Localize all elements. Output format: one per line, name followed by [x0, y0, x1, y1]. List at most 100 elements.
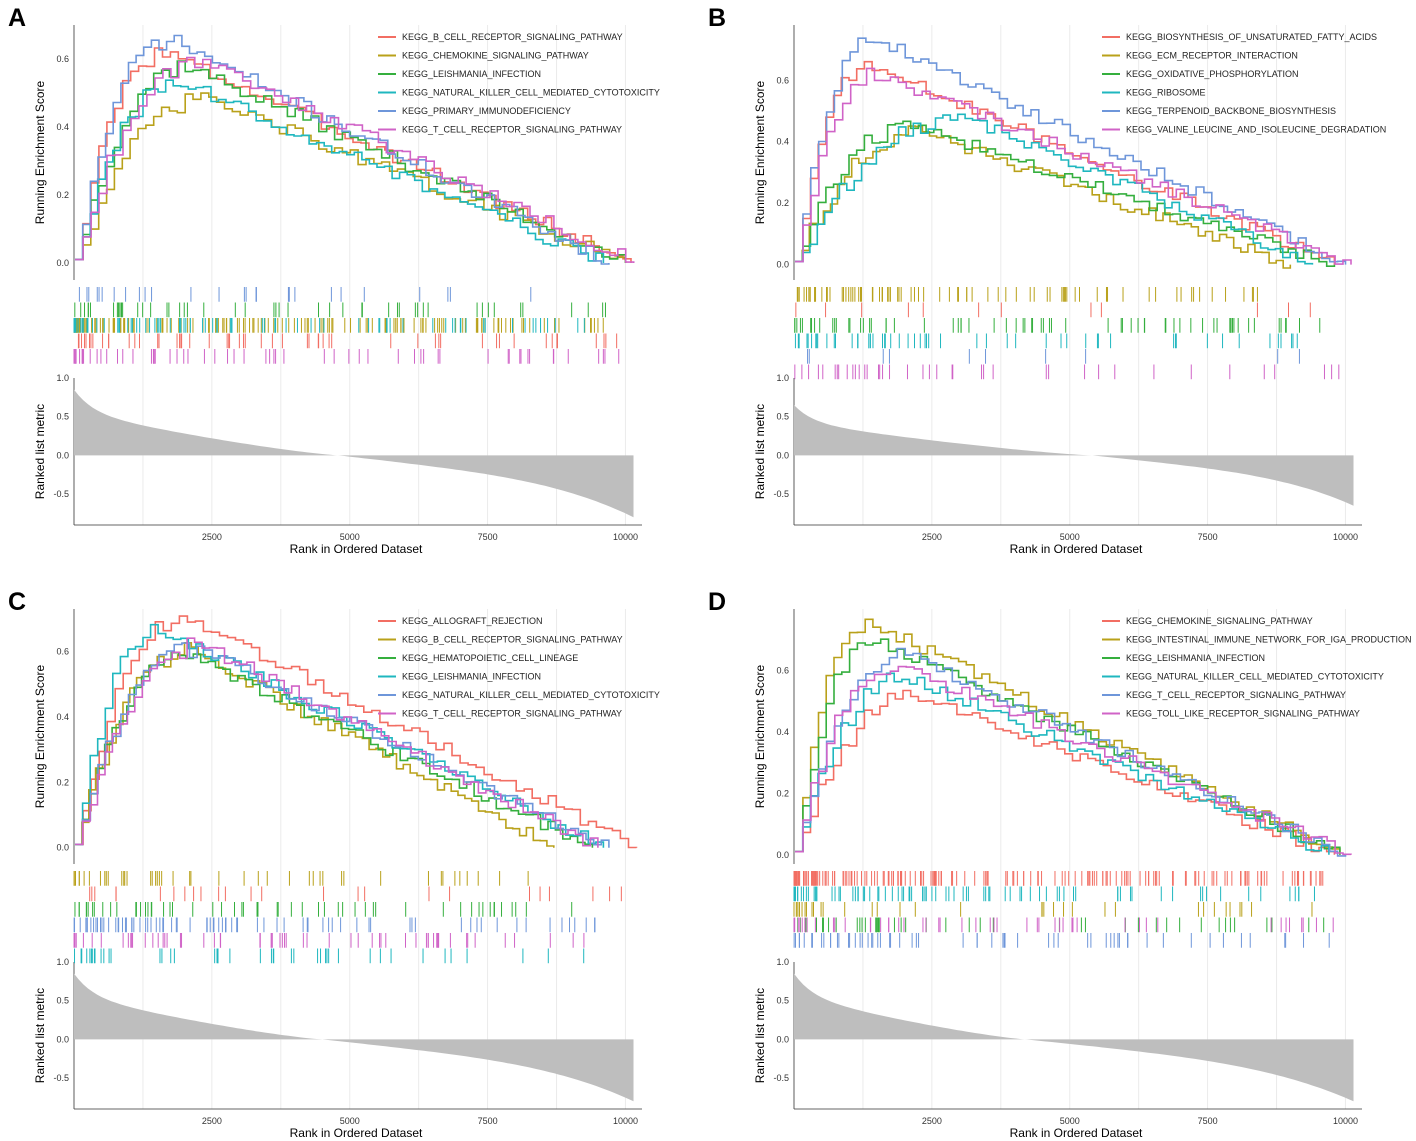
x-axis-title: Rank in Ordered Dataset: [290, 1126, 423, 1140]
legend-label: KEGG_B_CELL_RECEPTOR_SIGNALING_PATHWAY: [402, 32, 623, 42]
es-line: [795, 689, 1336, 855]
x-axis-title: Rank in Ordered Dataset: [1010, 542, 1143, 556]
es-y-axis-title: Running Enrichment Score: [753, 664, 767, 808]
metric-y-axis-title: Ranked list metric: [753, 988, 767, 1083]
legend-label: KEGG_CHEMOKINE_SIGNALING_PATHWAY: [1126, 616, 1313, 626]
ranked-list-metric-area: [794, 973, 1354, 1102]
x-tick-label: 10000: [1333, 1116, 1358, 1126]
ranked-list-metric-area: [794, 405, 1354, 506]
x-tick-label: 5000: [1060, 532, 1080, 542]
x-tick-label: 2500: [202, 1116, 222, 1126]
es-y-tick-label: 0.0: [776, 260, 789, 270]
x-tick-label: 7500: [1198, 532, 1218, 542]
es-y-axis-title: Running Enrichment Score: [753, 80, 767, 224]
es-line: [795, 665, 1352, 856]
legend-label: KEGG_TOLL_LIKE_RECEPTOR_SIGNALING_PATHWA…: [1126, 709, 1360, 719]
metric-y-tick-label: 0.5: [56, 412, 69, 422]
metric-y-tick-label: 0.5: [776, 412, 789, 422]
es-y-tick-label: 0.0: [776, 850, 789, 860]
es-line: [75, 615, 638, 849]
legend-label: KEGG_TERPENOID_BACKBONE_BIOSYNTHESIS: [1126, 106, 1336, 116]
es-y-axis-title: Running Enrichment Score: [33, 664, 47, 808]
legend-label: KEGG_BIOSYNTHESIS_OF_UNSATURATED_FATTY_A…: [1126, 32, 1377, 42]
es-y-tick-label: 0.6: [56, 54, 69, 64]
metric-y-axis-title: Ranked list metric: [33, 404, 47, 499]
es-y-tick-label: 0.4: [776, 137, 789, 147]
es-line: [795, 125, 1292, 269]
metric-y-tick-label: 0.0: [776, 450, 789, 460]
panel-letter: D: [708, 588, 726, 616]
metric-y-tick-label: 1.0: [776, 373, 789, 383]
legend-label: KEGG_INTESTINAL_IMMUNE_NETWORK_FOR_IGA_P…: [1126, 635, 1412, 645]
hit-rows: [793, 871, 1334, 948]
es-lines: [75, 615, 638, 849]
legend: KEGG_B_CELL_RECEPTOR_SIGNALING_PATHWAY KE…: [378, 32, 660, 135]
legend-label: KEGG_LEISHMANIA_INFECTION: [402, 69, 541, 79]
x-tick-label: 7500: [478, 532, 498, 542]
x-tick-label: 7500: [1198, 1116, 1218, 1126]
legend-label: KEGG_RIBOSOME: [1126, 88, 1206, 98]
es-y-tick-label: 0.2: [56, 190, 69, 200]
es-y-tick-label: 0.2: [776, 788, 789, 798]
metric-y-tick-label: -0.5: [53, 1073, 69, 1083]
es-line: [795, 67, 1352, 265]
es-y-tick-label: 0.4: [776, 727, 789, 737]
es-lines: [795, 37, 1352, 269]
es-lines: [795, 618, 1352, 857]
es-line: [795, 672, 1330, 855]
es-line: [75, 637, 599, 848]
x-tick-label: 2500: [202, 532, 222, 542]
es-y-tick-label: 0.0: [56, 843, 69, 853]
panel-C: C 0.0 0.2 0.4 0.6 1.0 0.5 0.0 -0.5 2500 5000 7500 10…: [8, 588, 660, 1140]
legend-label: KEGG_NATURAL_KILLER_CELL_MEDIATED_CYTOTO…: [402, 690, 660, 700]
es-lines: [75, 34, 635, 265]
metric-y-axis-title: Ranked list metric: [753, 404, 767, 499]
es-y-tick-label: 0.4: [56, 712, 69, 722]
metric-y-tick-label: -0.5: [773, 1073, 789, 1083]
legend-label: KEGG_VALINE_LEUCINE_AND_ISOLEUCINE_DEGRA…: [1126, 125, 1386, 135]
x-tick-label: 5000: [340, 532, 360, 542]
x-tick-label: 5000: [340, 1116, 360, 1126]
metric-y-tick-label: 0.0: [56, 450, 69, 460]
panel-letter: B: [708, 4, 726, 32]
x-axis-title: Rank in Ordered Dataset: [1010, 1126, 1143, 1140]
legend-label: KEGG_ALLOGRAFT_REJECTION: [402, 616, 543, 626]
panel-D: D 0.0 0.2 0.4 0.6 1.0 0.5 0.0 -0.5 2500 5000 7500 10…: [708, 588, 1412, 1140]
metric-y-tick-label: 1.0: [776, 957, 789, 967]
es-line: [75, 642, 610, 848]
ranked-list-metric-area: [74, 973, 634, 1102]
es-line: [795, 120, 1336, 267]
metric-y-tick-label: 1.0: [56, 957, 69, 967]
hit-rows: [73, 871, 622, 964]
panel-letter: C: [8, 588, 26, 616]
legend-label: KEGG_T_CELL_RECEPTOR_SIGNALING_PATHWAY: [1126, 690, 1346, 700]
es-line: [75, 56, 635, 263]
legend-label: KEGG_PRIMARY_IMMUNODEFICIENCY: [402, 106, 571, 116]
x-tick-label: 2500: [922, 1116, 942, 1126]
legend-label: KEGG_OXIDATIVE_PHOSPHORYLATION: [1126, 69, 1299, 79]
es-line: [795, 113, 1314, 265]
metric-y-tick-label: 0.0: [56, 1034, 69, 1044]
metric-y-axis-title: Ranked list metric: [33, 988, 47, 1083]
metric-y-tick-label: -0.5: [53, 489, 69, 499]
es-line: [75, 47, 632, 263]
es-line: [75, 651, 594, 848]
panel-B: B 0.0 0.2 0.4 0.6 1.0 0.5 0.0 -0.5 2500 5000 7500 10…: [708, 4, 1386, 556]
x-tick-label: 10000: [1333, 532, 1358, 542]
panel-A: A 0.0 0.2 0.4 0.6 1.0 0.5 0.0 -0.5 2500 5000 7500 10…: [8, 4, 660, 556]
es-line: [75, 79, 605, 263]
legend: KEGG_CHEMOKINE_SIGNALING_PATHWAY KEGG_INT…: [1102, 616, 1412, 719]
legend-label: KEGG_LEISHMANIA_INFECTION: [402, 672, 541, 682]
legend-label: KEGG_HEMATOPOIETIC_CELL_LINEAGE: [402, 653, 578, 663]
es-y-axis-title: Running Enrichment Score: [33, 80, 47, 224]
ranked-list-metric-area: [74, 389, 634, 518]
es-line: [75, 34, 610, 265]
legend-label: KEGG_T_CELL_RECEPTOR_SIGNALING_PATHWAY: [402, 125, 622, 135]
es-y-tick-label: 0.6: [56, 647, 69, 657]
es-y-tick-label: 0.0: [56, 258, 69, 268]
legend-label: KEGG_LEISHMANIA_INFECTION: [1126, 653, 1265, 663]
es-line: [75, 92, 627, 263]
x-tick-label: 5000: [1060, 1116, 1080, 1126]
legend: KEGG_ALLOGRAFT_REJECTION KEGG_B_CELL_RECE…: [378, 616, 660, 719]
es-y-tick-label: 0.6: [776, 665, 789, 675]
